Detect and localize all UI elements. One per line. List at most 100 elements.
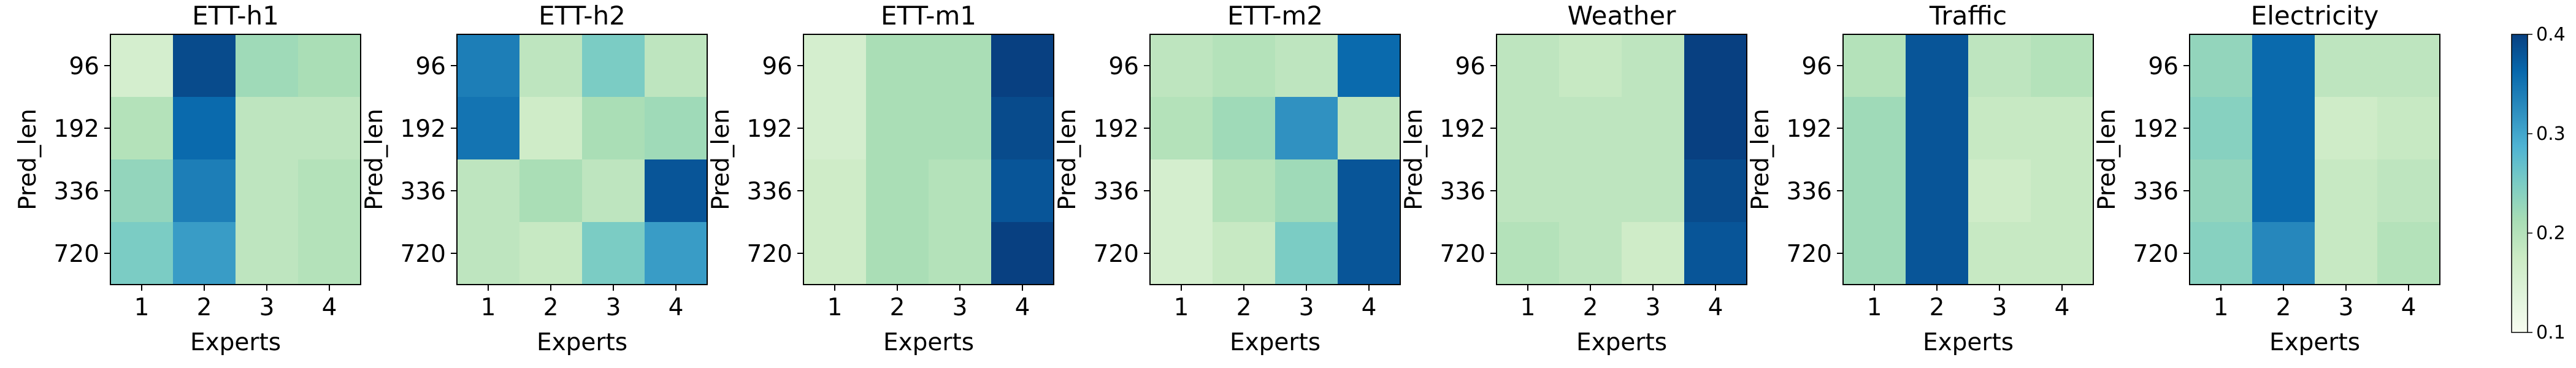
heatmap-cell bbox=[110, 34, 174, 98]
heatmap-cell bbox=[991, 34, 1054, 98]
x-tick-label: 2 bbox=[1930, 294, 1945, 321]
colorbar-tick-label: 0.3 bbox=[2536, 123, 2566, 145]
heatmap-cell bbox=[929, 222, 992, 285]
heatmap-cell bbox=[173, 34, 236, 98]
heatmap-cell bbox=[2315, 159, 2378, 223]
heatmap-cell bbox=[110, 97, 174, 160]
heatmap-cell bbox=[2252, 222, 2315, 285]
heatmap-cell bbox=[298, 159, 361, 223]
heatmap-cell bbox=[1497, 222, 1560, 285]
axes-frame bbox=[1496, 34, 1747, 285]
heatmap-cell bbox=[1968, 159, 2031, 223]
heatmap-cell bbox=[929, 34, 992, 98]
heatmap-cell bbox=[2190, 97, 2253, 160]
heatmap-cell bbox=[866, 97, 929, 160]
x-tick-label: 4 bbox=[1015, 294, 1030, 321]
heatmap-cell bbox=[2315, 34, 2378, 98]
heatmap-cell bbox=[803, 159, 867, 223]
heatmap-cell bbox=[110, 222, 174, 285]
panel-title: Traffic bbox=[1929, 1, 2007, 31]
heatmap-cell bbox=[803, 97, 867, 160]
heatmap-cell bbox=[1338, 97, 1401, 160]
heatmap-cell bbox=[1622, 222, 1685, 285]
heatmap-cell bbox=[2031, 159, 2094, 223]
heatmap-cell bbox=[803, 222, 867, 285]
heatmap-cell bbox=[1684, 34, 1747, 98]
y-tick-label: 720 bbox=[1787, 240, 1832, 268]
heatmap-cell bbox=[236, 34, 299, 98]
y-axis-label: Pred_len bbox=[361, 109, 388, 210]
x-tick-label: 1 bbox=[481, 294, 496, 321]
heatmap-cell bbox=[1559, 222, 1622, 285]
heatmap-panel-5: Weather 1 2 3 4 96 192 336 720 Experts Pred_len bbox=[1400, 1, 1747, 356]
heatmap-cell bbox=[1906, 159, 1969, 223]
heatmap-cell bbox=[1338, 159, 1401, 223]
x-tick-label: 1 bbox=[2214, 294, 2229, 321]
heatmap-cell bbox=[991, 97, 1054, 160]
heatmap-cell bbox=[1497, 34, 1560, 98]
x-tick-label: 4 bbox=[2401, 294, 2417, 321]
heatmap-cell bbox=[1906, 222, 1969, 285]
x-axis-label: Experts bbox=[883, 329, 974, 356]
x-tick-label: 4 bbox=[2055, 294, 2070, 321]
x-tick-label: 4 bbox=[1708, 294, 1723, 321]
heatmap-cell bbox=[1150, 159, 1213, 223]
axes-frame bbox=[803, 34, 1054, 285]
heatmap-cell bbox=[1213, 97, 1276, 160]
y-tick-label: 336 bbox=[1440, 178, 1485, 205]
x-tick-label: 2 bbox=[197, 294, 212, 321]
y-axis-label: Pred_len bbox=[1747, 109, 1774, 210]
heatmap-cell bbox=[1275, 159, 1338, 223]
heatmap-cell bbox=[2377, 34, 2440, 98]
x-tick-label: 3 bbox=[1646, 294, 1661, 321]
heatmap-cell bbox=[1684, 159, 1747, 223]
y-tick-label: 192 bbox=[54, 115, 99, 143]
y-tick-label: 336 bbox=[747, 178, 792, 205]
x-tick-label: 1 bbox=[1520, 294, 1536, 321]
colorbar-tick-label: 0.2 bbox=[2536, 223, 2566, 244]
heatmap-cell bbox=[1968, 97, 2031, 160]
colorbar-tick-label: 0.1 bbox=[2536, 322, 2566, 343]
heatmap-cell bbox=[1622, 159, 1685, 223]
y-tick-label: 336 bbox=[54, 178, 99, 205]
heatmap-panel-4: ETT-m2 1 2 3 4 96 192 336 720 Experts Pred_len bbox=[1054, 1, 1401, 356]
axes-frame bbox=[1149, 34, 1401, 285]
colorbar-frame bbox=[2511, 34, 2528, 333]
heatmap-cell bbox=[1275, 222, 1338, 285]
heatmap-cell bbox=[1559, 34, 1622, 98]
heatmap-panels: ETT-h11 2 3 496192336720ExpertsPred_lenETT-… bbox=[14, 1, 2440, 356]
x-tick-label: 3 bbox=[2339, 294, 2354, 321]
y-tick-label: 192 bbox=[2133, 115, 2179, 143]
heatmap-cell bbox=[1150, 34, 1213, 98]
panel-title: Weather bbox=[1568, 1, 1677, 31]
y-axis-label: Pred_len bbox=[1400, 109, 1428, 210]
axes-frame bbox=[110, 34, 361, 285]
y-tick-label: 192 bbox=[747, 115, 792, 143]
heatmap-cell bbox=[1213, 159, 1276, 223]
x-tick-label: 3 bbox=[1299, 294, 1314, 321]
heatmap-cell bbox=[2377, 222, 2440, 285]
x-axis-label: Experts bbox=[1230, 329, 1321, 356]
panel-title: ETT-h1 bbox=[192, 1, 279, 31]
x-axis-label: Experts bbox=[2269, 329, 2360, 356]
y-tick-label: 96 bbox=[1801, 53, 1832, 80]
x-axis-label: Experts bbox=[1576, 329, 1667, 356]
y-tick-label: 192 bbox=[1440, 115, 1485, 143]
heatmap-cell bbox=[1622, 97, 1685, 160]
heatmap-cell bbox=[582, 222, 645, 285]
heatmap-cell bbox=[519, 159, 583, 223]
heatmap-cell bbox=[1497, 159, 1560, 223]
axes-frame bbox=[2189, 34, 2440, 285]
colorbar-gradient bbox=[2512, 34, 2528, 332]
y-tick-label: 96 bbox=[1108, 53, 1139, 80]
heatmap-cell bbox=[1968, 34, 2031, 98]
heatmap-cell bbox=[1338, 222, 1401, 285]
y-tick-label: 96 bbox=[415, 53, 446, 80]
x-tick-label: 3 bbox=[259, 294, 275, 321]
heatmap-cell bbox=[519, 97, 583, 160]
heatmap-cell bbox=[1843, 222, 1906, 285]
y-tick-label: 192 bbox=[1094, 115, 1139, 143]
x-tick-label: 1 bbox=[1174, 294, 1189, 321]
heatmap-cell bbox=[1150, 222, 1213, 285]
heatmap-cell bbox=[866, 159, 929, 223]
